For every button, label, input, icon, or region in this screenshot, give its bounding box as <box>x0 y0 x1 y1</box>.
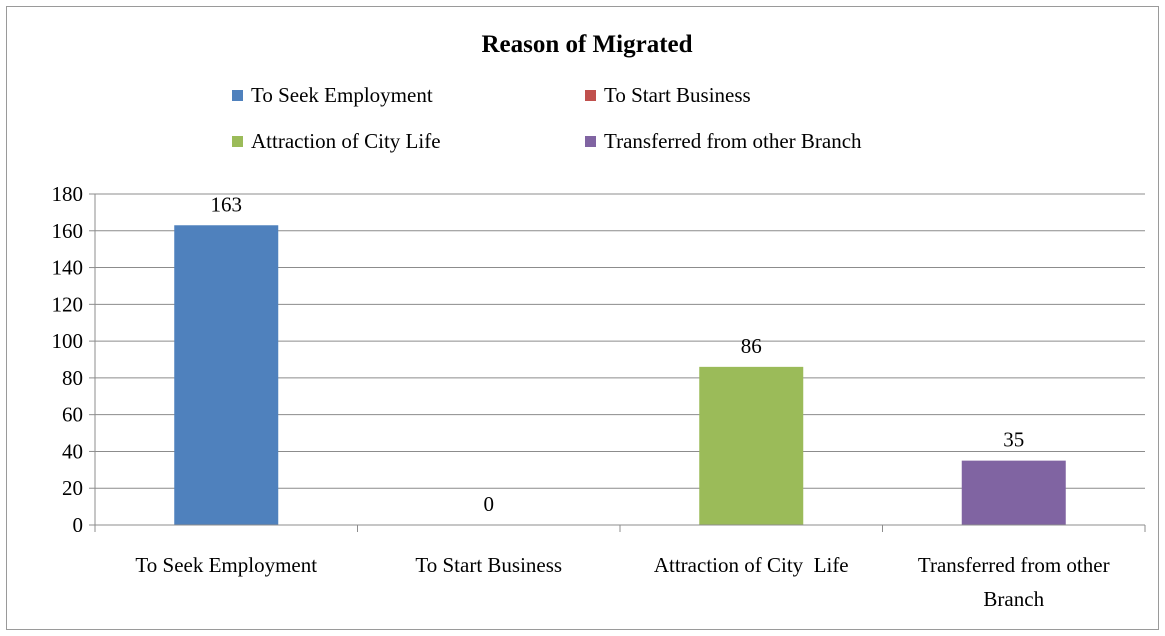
x-tick-label: Branch <box>983 587 1044 611</box>
chart-title: Reason of Migrated <box>481 31 692 58</box>
bar <box>699 366 804 525</box>
legend-swatch <box>585 136 596 147</box>
bar <box>174 225 279 525</box>
data-label: 0 <box>484 492 495 516</box>
data-label: 35 <box>1003 428 1024 452</box>
bar <box>961 460 1066 525</box>
legend: To Seek Employment To Start Business Attra… <box>232 83 862 153</box>
y-tick-label: 40 <box>62 439 83 463</box>
y-tick-label: 160 <box>52 219 84 243</box>
y-tick-label: 60 <box>62 403 83 427</box>
data-label: 86 <box>741 334 762 358</box>
y-axis: 0 20 40 60 80 100 120 140 160 180 <box>52 182 96 537</box>
x-tick-label: To Start Business <box>415 553 562 577</box>
y-tick-label: 180 <box>52 182 84 206</box>
x-tick-label: To Seek Employment <box>135 553 317 577</box>
y-tick-label: 100 <box>52 329 84 353</box>
bars: 163 0 86 35 <box>174 192 1066 525</box>
y-tick-label: 80 <box>62 366 83 390</box>
x-axis: To Seek Employment To Start Business Attra… <box>94 524 1146 611</box>
legend-entry: To Seek Employment <box>251 83 433 107</box>
y-tick-label: 20 <box>62 476 83 500</box>
legend-swatch <box>585 90 596 101</box>
legend-entry: To Start Business <box>604 83 751 107</box>
y-tick-label: 120 <box>52 292 84 316</box>
x-tick-label: Transferred from other <box>918 553 1110 577</box>
legend-swatch <box>232 90 243 101</box>
legend-entry: Transferred from other Branch <box>604 129 862 153</box>
x-tick-label: Attraction of City Life <box>654 553 849 577</box>
y-tick-label: 140 <box>52 256 84 280</box>
legend-entry: Attraction of City Life <box>251 129 441 153</box>
data-label: 163 <box>211 192 243 216</box>
legend-swatch <box>232 136 243 147</box>
y-tick-label: 0 <box>73 513 84 537</box>
